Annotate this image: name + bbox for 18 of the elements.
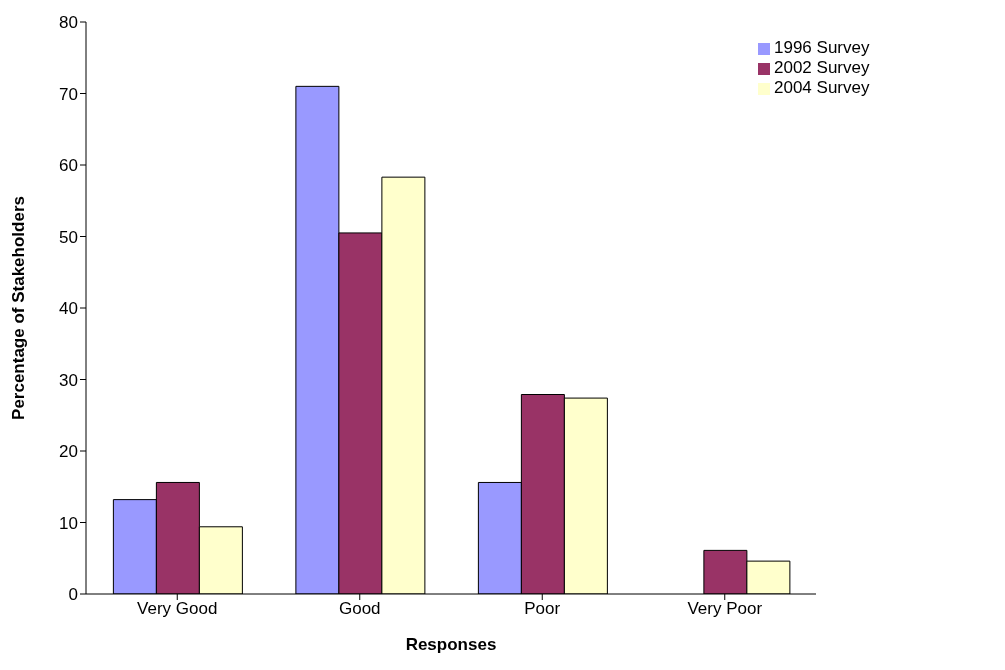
y-tick-label: 50	[59, 227, 78, 247]
y-tick-label: 40	[59, 299, 78, 319]
y-axis-title: Percentage of Stakeholders	[9, 196, 29, 420]
x-tick-label: Poor	[524, 599, 561, 619]
y-tick-label: 60	[59, 156, 78, 176]
y-tick-label: 0	[68, 585, 78, 605]
legend-label: 2002 Survey	[774, 58, 870, 77]
y-tick-label: 30	[59, 370, 78, 390]
y-tick-label: 20	[59, 442, 78, 462]
x-axis-title: Responses	[405, 635, 497, 654]
x-tick-label: Very Good	[137, 599, 218, 619]
y-tick-label: 70	[59, 84, 78, 104]
legend-label: 2004 Survey	[774, 78, 870, 97]
legend-label: 1996 Survey	[774, 38, 870, 57]
y-tick-label: 80	[59, 13, 78, 33]
x-tick-label: Good	[338, 599, 381, 619]
x-tick-label: Very Poor	[687, 599, 763, 619]
y-tick-label: 10	[59, 513, 78, 533]
